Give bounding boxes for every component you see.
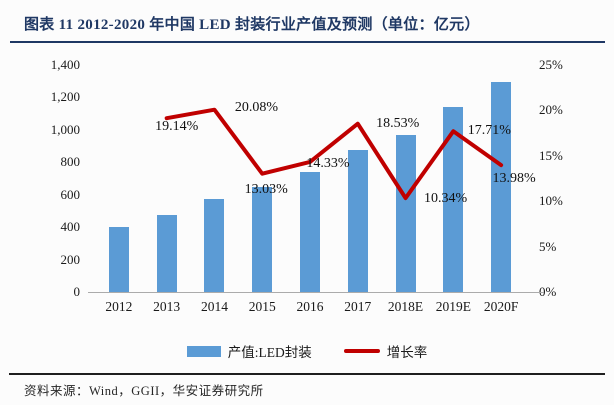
bar-2018E: [395, 135, 416, 292]
line-point-label-2016: 14.33%: [306, 155, 350, 171]
line-point-label-2015: 13.03%: [244, 181, 288, 197]
bar-2015: [252, 187, 273, 292]
y-axis-left-tick: 400: [60, 219, 81, 235]
bar-series-swatch: [186, 345, 221, 357]
x-axis-label-2017: 2017: [344, 299, 372, 314]
bar-2013: [156, 214, 177, 292]
legend-item-growth: 增长率: [343, 341, 428, 361]
x-axis-label-2014: 2014: [200, 299, 228, 314]
bar-2012: [108, 227, 129, 292]
y-axis-left-tick: 200: [60, 251, 81, 267]
legend-label-growth: 增长率: [386, 345, 428, 360]
y-axis-right-tick: 5%: [539, 238, 557, 254]
legend-label-output: 产值:LED封装: [227, 345, 312, 360]
figure-title: 图表 11 2012-2020 年中国 LED 封装行业产值及预测（单位：亿元）: [24, 17, 480, 33]
y-axis-left-tick: 1,200: [50, 89, 80, 105]
y-axis-left-tick: 1,000: [50, 121, 80, 137]
line-series-swatch: [343, 349, 380, 353]
x-axis-baseline: [88, 292, 544, 293]
y-axis-left-tick: 800: [60, 154, 81, 170]
x-axis-label-2016: 2016: [296, 299, 324, 314]
line-point-label-2017: 18.53%: [376, 115, 420, 131]
line-point-label-2013: 19.14%: [155, 119, 199, 135]
footer-divider: [9, 373, 605, 375]
y-axis-right-tick: 15%: [539, 147, 563, 163]
y-axis-left-tick: 600: [60, 186, 81, 202]
y-axis-left-tick: 1,400: [50, 57, 80, 72]
x-axis-label-2015: 2015: [248, 299, 276, 314]
x-axis-label-2020F: 2020F: [483, 299, 519, 314]
y-axis-right-tick: 20%: [539, 102, 563, 118]
line-point-label-2020F: 13.98%: [492, 171, 536, 187]
y-axis-right-tick: 0%: [539, 284, 557, 299]
bar-2014: [204, 199, 225, 292]
chart-area: 0 200 400 600 800 1,000 1,200 1,400 0% 5% 10% 15% 20…: [50, 57, 563, 314]
x-axis-label-2013: 2013: [153, 299, 181, 314]
x-axis-label-2019E: 2019E: [435, 299, 471, 314]
title-divider: [10, 41, 605, 43]
x-axis-label-2018E: 2018E: [387, 299, 424, 314]
line-point-label-2014: 20.08%: [234, 99, 279, 115]
bar-2016: [300, 172, 320, 292]
line-point-label-2018E: 10.34%: [423, 191, 468, 207]
chart-legend: 产值:LED封装 增长率: [0, 341, 614, 361]
bar-2017: [347, 149, 368, 292]
x-axis-label-2012: 2012: [105, 299, 133, 314]
line-point-label-2019E: 17.71%: [467, 123, 511, 139]
source-note: 资料来源：Wind，GGII，华安证券研究所: [24, 384, 264, 398]
y-axis-left-tick: 0: [73, 284, 81, 299]
legend-item-output: 产值:LED封装: [186, 341, 312, 361]
y-axis-right-tick: 10%: [539, 193, 563, 209]
y-axis-right-tick: 25%: [539, 57, 563, 72]
